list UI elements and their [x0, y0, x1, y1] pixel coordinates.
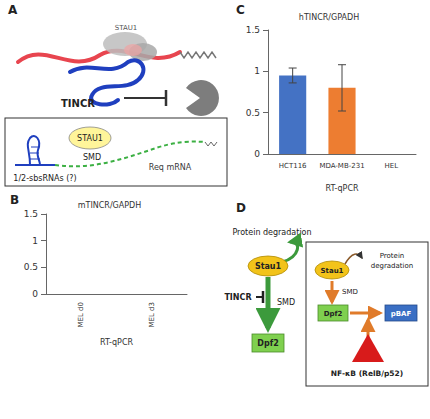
svg-text:SMD: SMD	[83, 153, 101, 162]
svg-text:TINCR: TINCR	[61, 98, 95, 109]
svg-text:A: A	[8, 3, 18, 17]
svg-text:C: C	[236, 3, 245, 17]
svg-text:Protein degradation: Protein degradation	[232, 228, 311, 237]
svg-text:TINCR: TINCR	[224, 293, 251, 302]
svg-text:1: 1	[32, 236, 38, 246]
svg-text:degradation: degradation	[371, 262, 414, 270]
svg-text:1.5: 1.5	[24, 209, 38, 219]
svg-text:mTINCR/GAPDH: mTINCR/GAPDH	[78, 201, 142, 210]
svg-text:0.5: 0.5	[246, 108, 260, 118]
svg-text:pBAF: pBAF	[391, 310, 412, 318]
svg-text:RT-qPCR: RT-qPCR	[100, 338, 134, 347]
svg-text:B: B	[10, 193, 19, 207]
svg-text:Dpf2: Dpf2	[257, 339, 278, 348]
svg-text:RT-qPCR: RT-qPCR	[325, 184, 359, 193]
svg-text:1/2-sbsRNAs (?): 1/2-sbsRNAs (?)	[13, 174, 76, 183]
svg-text:Req mRNA: Req mRNA	[149, 163, 192, 172]
svg-text:SMD: SMD	[277, 298, 295, 307]
svg-text:MEL d3: MEL d3	[148, 302, 156, 327]
svg-text:STAU1: STAU1	[115, 24, 138, 32]
svg-text:Dpf2: Dpf2	[324, 310, 343, 318]
svg-text:0: 0	[254, 149, 260, 159]
svg-text:1: 1	[254, 66, 260, 76]
svg-text:Stau1: Stau1	[321, 267, 344, 275]
svg-text:HCT116: HCT116	[279, 162, 307, 170]
svg-text:NF-κB (RelB/p52): NF-κB (RelB/p52)	[331, 369, 404, 378]
svg-text:hTINCR/GPADH: hTINCR/GPADH	[299, 13, 359, 22]
svg-text:0.5: 0.5	[24, 262, 38, 272]
svg-text:Stau1: Stau1	[255, 262, 282, 271]
svg-text:SMD: SMD	[342, 288, 358, 296]
svg-text:1.5: 1.5	[246, 25, 260, 35]
svg-text:MEL d0: MEL d0	[77, 302, 85, 327]
svg-text:0: 0	[32, 289, 38, 299]
svg-text:D: D	[236, 201, 246, 215]
svg-text:STAU1: STAU1	[77, 134, 103, 143]
svg-text:Protein: Protein	[380, 252, 405, 260]
svg-text:MDA-MB-231: MDA-MB-231	[319, 162, 364, 170]
svg-text:HEL: HEL	[385, 162, 399, 170]
